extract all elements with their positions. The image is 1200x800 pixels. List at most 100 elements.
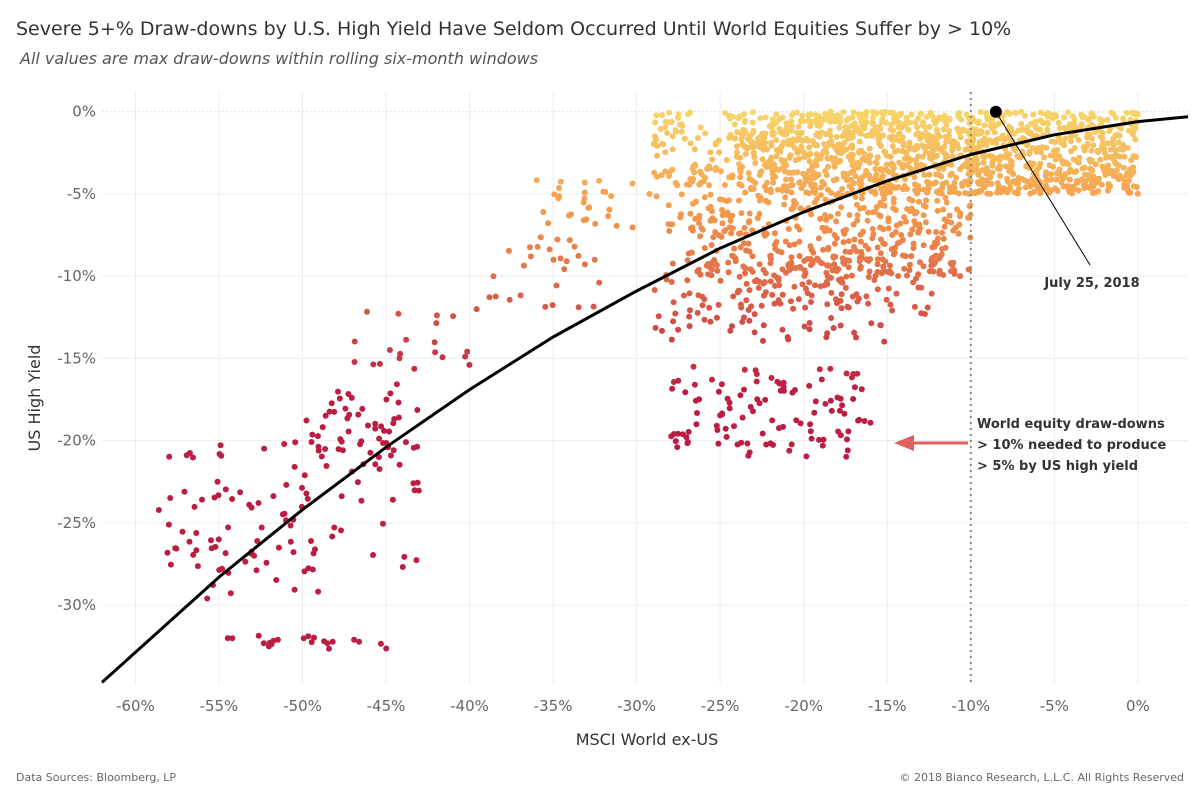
- scatter-point: [820, 436, 827, 443]
- scatter-point: [850, 109, 857, 116]
- scatter-point: [761, 231, 768, 238]
- scatter-point: [1039, 144, 1046, 151]
- scatter-point: [724, 209, 731, 216]
- scatter-point: [904, 206, 910, 212]
- scatter-point: [1012, 109, 1018, 116]
- scatter-point: [687, 210, 694, 217]
- scatter-point: [691, 146, 698, 153]
- scatter-point: [852, 126, 859, 133]
- scatter-point: [741, 224, 748, 231]
- scatter-point: [688, 249, 695, 256]
- scatter-point: [1066, 189, 1073, 196]
- scatter-point: [842, 248, 849, 255]
- scatter-point: [1009, 130, 1016, 136]
- scatter-point: [600, 188, 607, 195]
- scatter-point: [825, 163, 831, 170]
- scatter-point: [823, 334, 830, 341]
- scatter-point: [694, 309, 701, 316]
- scatter-point: [876, 140, 883, 147]
- scatter-point: [1026, 130, 1033, 137]
- scatter-point: [855, 111, 862, 118]
- scatter-point: [1061, 142, 1068, 149]
- scatter-point: [351, 338, 358, 345]
- scatter-point: [659, 112, 665, 119]
- scatter-point: [969, 125, 976, 132]
- scatter-point: [909, 145, 916, 151]
- scatter-point: [315, 588, 322, 595]
- scatter-point: [1089, 112, 1096, 118]
- scatter-point: [755, 284, 762, 291]
- scatter-point: [797, 420, 804, 427]
- scatter-point: [942, 194, 949, 201]
- scatter-point: [741, 118, 748, 125]
- scatter-point: [255, 500, 262, 506]
- y-tick-label: -10%: [57, 267, 96, 285]
- scatter-point: [932, 179, 939, 186]
- scatter-point: [837, 119, 843, 126]
- scatter-point: [821, 282, 828, 289]
- scatter-point: [851, 384, 858, 391]
- scatter-point: [710, 234, 717, 241]
- scatter-point: [833, 134, 840, 140]
- scatter-point: [807, 421, 814, 428]
- scatter-point: [726, 115, 733, 122]
- scatter-point: [872, 208, 879, 215]
- scatter-point: [668, 336, 675, 343]
- scatter-point: [695, 266, 702, 273]
- scatter-point: [1062, 135, 1069, 142]
- scatter-point: [848, 272, 855, 279]
- scatter-point: [782, 194, 789, 201]
- scatter-point: [553, 282, 560, 289]
- scatter-point: [473, 306, 480, 313]
- scatter-point: [299, 484, 305, 491]
- scatter-point: [771, 300, 778, 307]
- scatter-point: [828, 315, 835, 321]
- scatter-point: [885, 285, 892, 292]
- scatter-point: [712, 229, 719, 235]
- scatter-point: [204, 595, 211, 602]
- scatter-point: [974, 131, 981, 138]
- scatter-point: [399, 564, 406, 570]
- scatter-point: [312, 546, 318, 553]
- scatter-point: [788, 169, 795, 176]
- scatter-point: [338, 527, 344, 534]
- scatter-point: [719, 220, 726, 227]
- scatter-point: [217, 442, 224, 449]
- scatter-point: [773, 111, 780, 118]
- scatter-point: [390, 420, 397, 427]
- scatter-point: [1021, 177, 1028, 184]
- scatter-point: [786, 154, 793, 161]
- scatter-point: [222, 486, 229, 493]
- scatter-point: [788, 118, 795, 125]
- scatter-point: [1043, 169, 1049, 176]
- scatter-point: [701, 316, 708, 323]
- scatter-point: [915, 130, 922, 136]
- scatter-point: [1121, 153, 1128, 160]
- scatter-point: [844, 436, 850, 443]
- scatter-point: [670, 318, 677, 325]
- scatter-point: [887, 262, 893, 269]
- scatter-point: [554, 236, 561, 243]
- scatter-point: [812, 282, 818, 289]
- scatter-point: [779, 291, 786, 298]
- scatter-point: [874, 154, 881, 161]
- scatter-point: [991, 123, 998, 130]
- scatter-point: [1043, 182, 1049, 189]
- scatter-point: [308, 538, 314, 544]
- scatter-point: [790, 204, 797, 211]
- scatter-point: [877, 199, 884, 206]
- scatter-point: [319, 424, 326, 431]
- scatter-point: [934, 207, 941, 214]
- scatter-point: [803, 137, 810, 143]
- scatter-point: [921, 172, 928, 179]
- scatter-point: [701, 194, 708, 201]
- scatter-point: [913, 157, 919, 164]
- scatter-point: [868, 320, 875, 327]
- scatter-point: [959, 183, 966, 189]
- scatter-point: [193, 530, 200, 536]
- scatter-point: [831, 159, 838, 166]
- scatter-point: [806, 279, 813, 286]
- scatter-point: [1108, 168, 1115, 175]
- scatter-point: [994, 189, 1001, 196]
- scatter-point: [751, 154, 758, 161]
